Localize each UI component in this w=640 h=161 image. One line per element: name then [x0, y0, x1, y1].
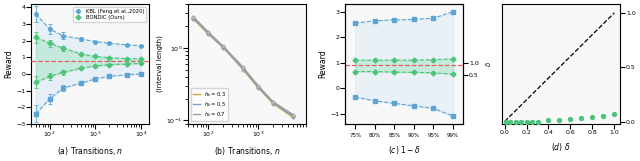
Point: [288, 116, 298, 119]
Point: [588, 116, 598, 118]
X-axis label: (b) Transitions, $n$: (b) Transitions, $n$: [214, 145, 280, 157]
Point: [609, 113, 620, 115]
Point: [565, 118, 575, 121]
Point: [218, 45, 228, 48]
Point: [188, 18, 198, 20]
X-axis label: (a) Transitions, $n$: (a) Transitions, $n$: [57, 145, 124, 157]
Point: [505, 120, 515, 123]
Point: [268, 101, 278, 103]
Point: [288, 113, 298, 116]
Y-axis label: $\delta$: $\delta$: [484, 61, 493, 67]
X-axis label: $(d)$ $\delta$: $(d)$ $\delta$: [551, 141, 571, 152]
Point: [543, 119, 554, 122]
Point: [516, 120, 526, 123]
Point: [532, 120, 543, 123]
Legend: $h_k = 0.3$, $h_k = 0.5$, $h_k = 0.7$: $h_k = 0.3$, $h_k = 0.5$, $h_k = 0.7$: [191, 88, 228, 121]
Point: [527, 120, 537, 123]
Y-axis label: Reward: Reward: [318, 50, 327, 78]
Point: [511, 120, 521, 123]
Point: [253, 85, 263, 88]
Point: [203, 33, 213, 35]
Point: [218, 46, 228, 48]
Point: [500, 120, 511, 123]
Point: [576, 117, 586, 120]
Point: [203, 32, 213, 34]
Legend: KBL (Feng et al.,2020), BONDIC (Ours): KBL (Feng et al.,2020), BONDIC (Ours): [73, 7, 147, 22]
Point: [253, 85, 263, 87]
Point: [554, 119, 564, 122]
Point: [598, 115, 609, 117]
X-axis label: $(c)$ $1-\delta$: $(c)$ $1-\delta$: [388, 144, 420, 156]
Point: [238, 67, 248, 70]
Point: [268, 101, 278, 104]
Point: [188, 15, 198, 18]
Point: [188, 16, 198, 19]
Point: [238, 66, 248, 69]
Point: [203, 31, 213, 33]
Point: [288, 115, 298, 117]
Y-axis label: (Interval length): (Interval length): [157, 36, 163, 92]
Point: [218, 47, 228, 49]
Y-axis label: Reward: Reward: [4, 50, 13, 78]
Point: [522, 120, 532, 123]
Point: [268, 102, 278, 105]
Point: [238, 68, 248, 71]
Point: [253, 87, 263, 89]
